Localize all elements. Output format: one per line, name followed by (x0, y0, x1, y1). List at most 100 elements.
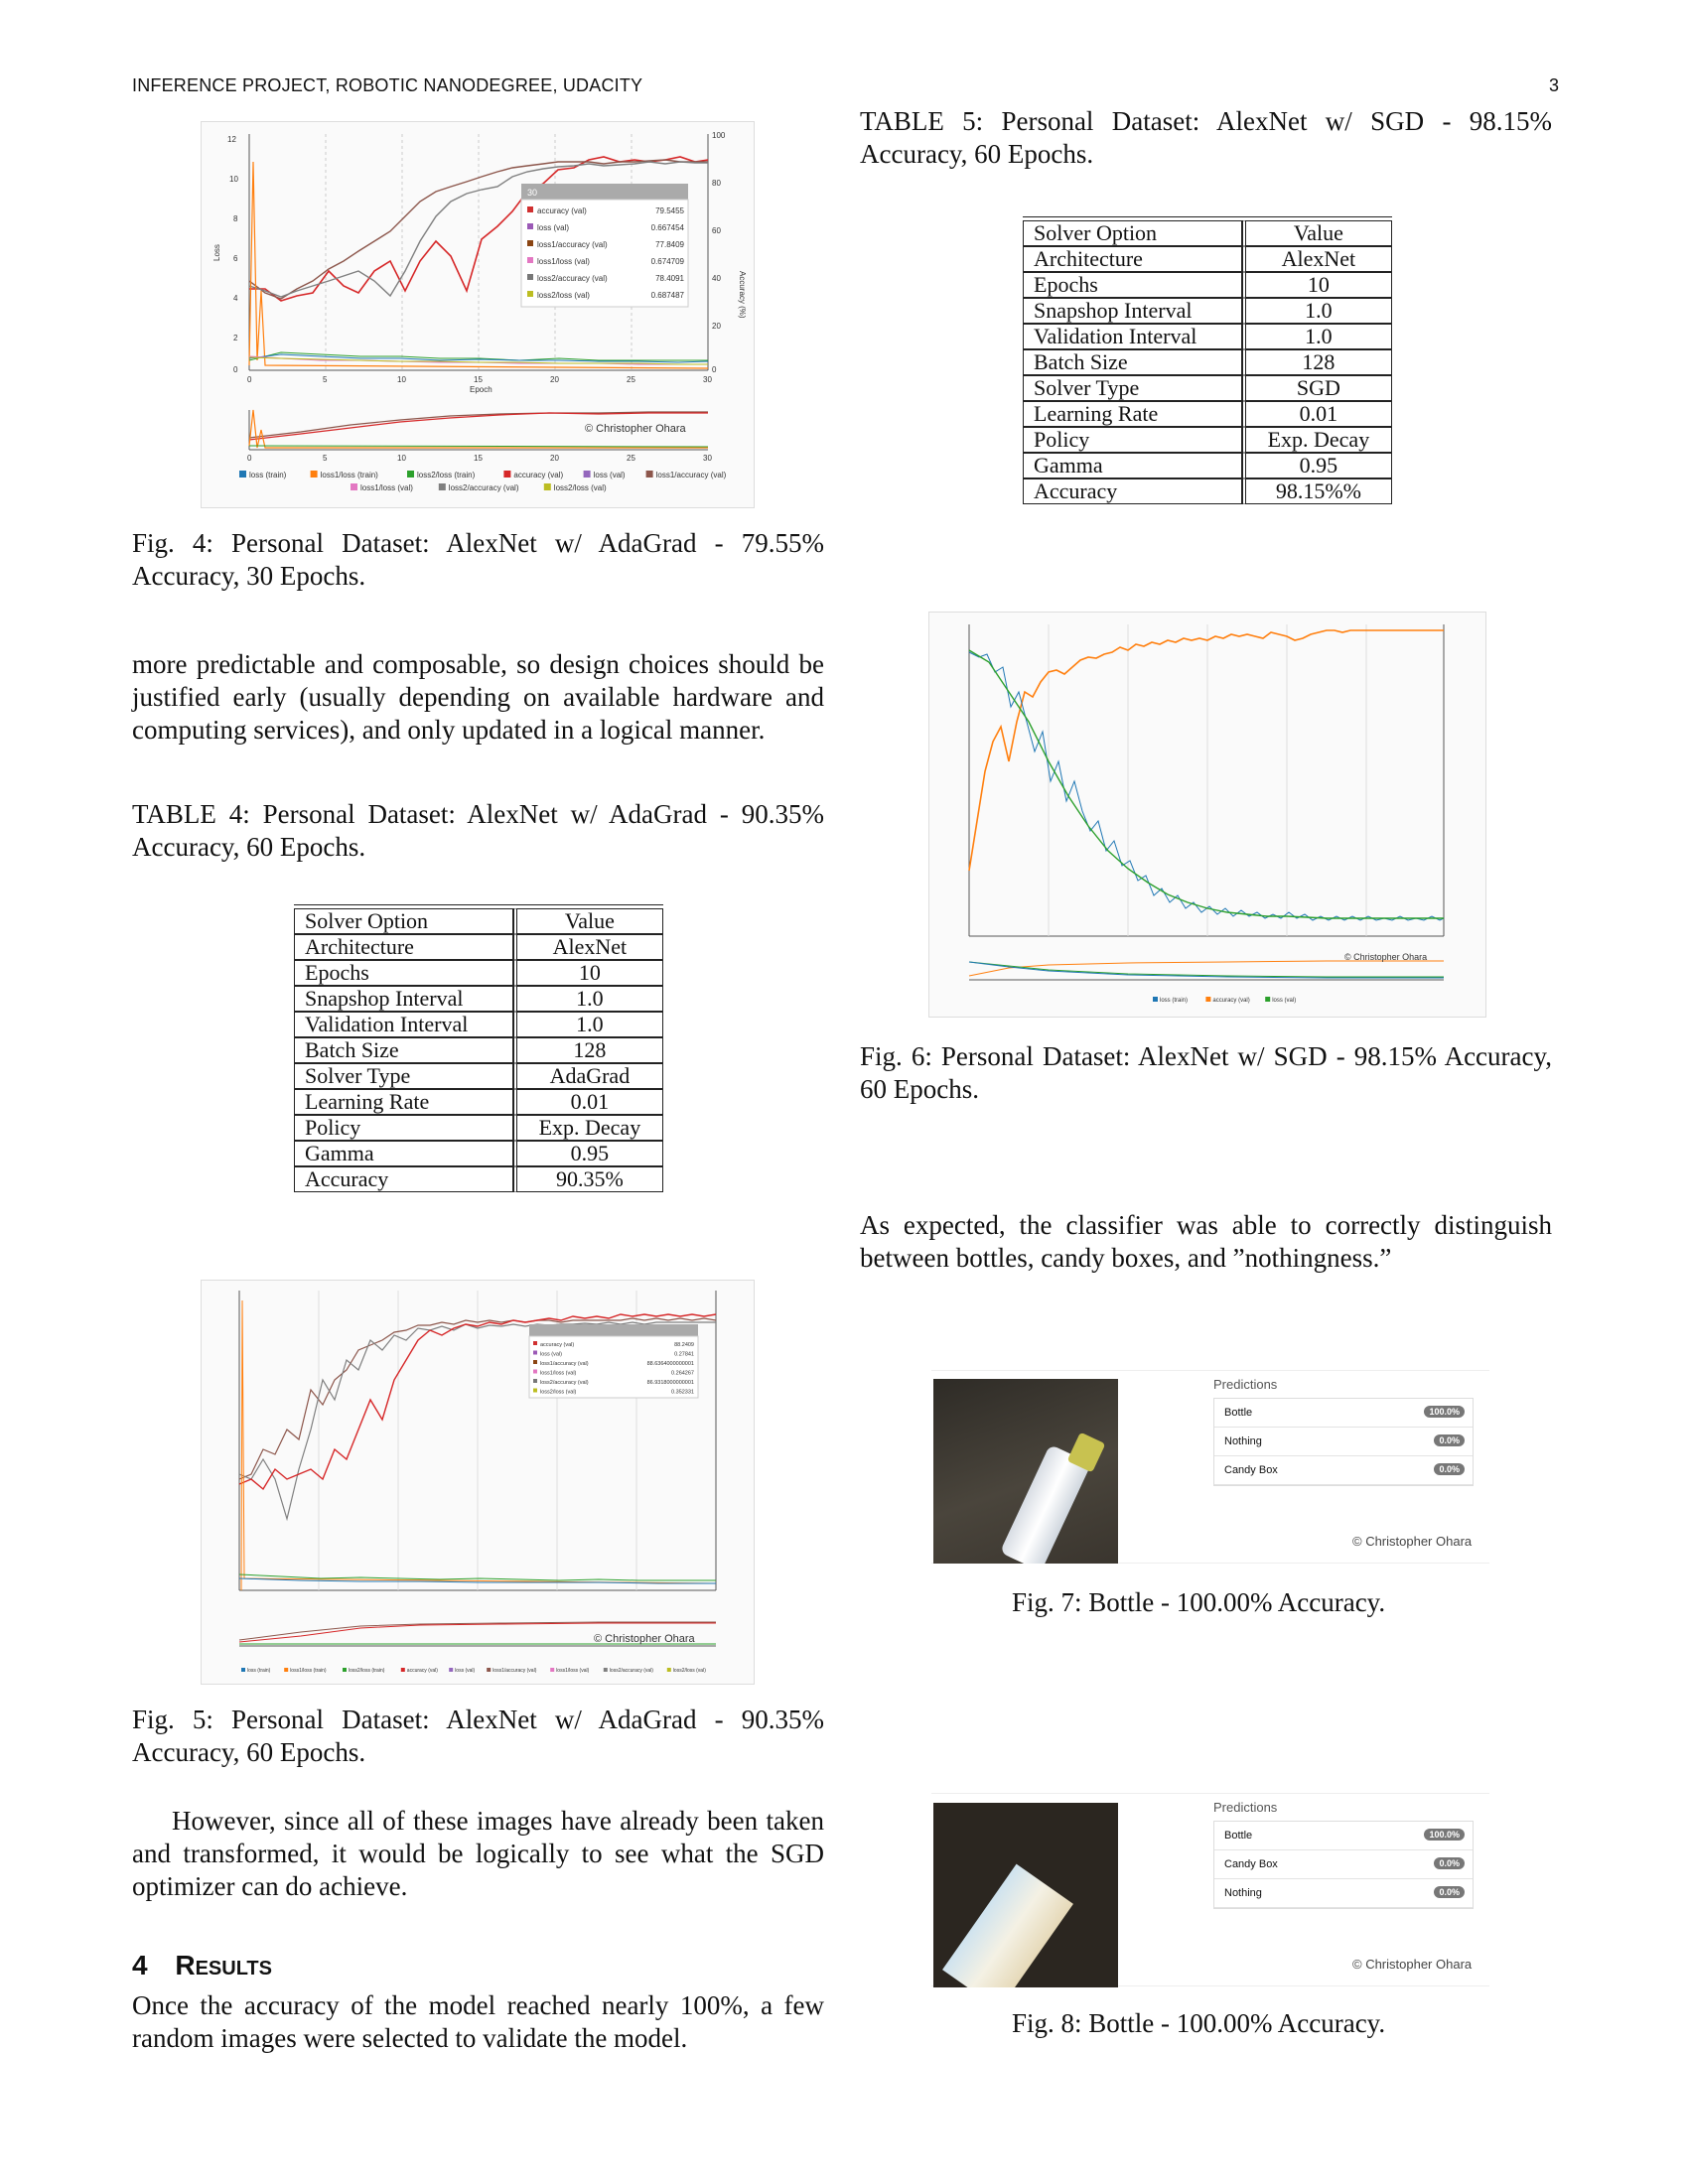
tooltip-value: 77.8409 (655, 240, 684, 249)
legend-label: loss (val) (455, 1668, 475, 1674)
legend-swatch (1265, 997, 1271, 1002)
paragraph-1: more predictable and composable, so desi… (132, 649, 824, 745)
fig6-chart: © Christopher Ohara loss (train) accuracy… (928, 612, 1486, 1018)
table-cell-value: SGD (1241, 375, 1392, 401)
legend-label: loss (train) (1160, 998, 1188, 1004)
legend-label: loss (val) (594, 471, 626, 479)
section-title: Results (175, 1950, 272, 1980)
fig8-image: Predictions Bottle 100.0% Candy Box 0.0% Not… (931, 1793, 1489, 1987)
legend-swatch (284, 1668, 289, 1672)
table-row: Policy Exp. Decay (1023, 427, 1392, 453)
svg-text:2: 2 (233, 334, 238, 342)
table5-header-option: Solver Option (1023, 220, 1242, 246)
svg-text:20: 20 (550, 375, 559, 384)
legend-swatch (533, 1379, 537, 1383)
tooltip-label: loss1/accuracy (val) (537, 240, 608, 249)
table-cell-value: AdaGrad (512, 1063, 663, 1089)
table-cell-option: Accuracy (294, 1166, 513, 1192)
prediction-row: Nothing 0.0% (1214, 1879, 1473, 1908)
table-row: Accuracy 98.15%% (1023, 478, 1392, 504)
tooltip-value: 0.667454 (651, 223, 685, 232)
table-cell-option: Batch Size (294, 1037, 513, 1063)
legend-swatch (543, 483, 551, 490)
table-cell-value: 0.01 (1241, 401, 1392, 427)
svg-text:Accuracy (%): Accuracy (%) (738, 271, 747, 319)
table-cell-value: 128 (512, 1037, 663, 1063)
legend-label: loss1/loss (train) (321, 471, 379, 479)
prediction-row: Bottle 100.0% (1214, 1822, 1473, 1850)
legend-label: loss (train) (249, 471, 287, 479)
tooltip-label: loss2/accuracy (val) (537, 274, 608, 283)
table-row: Batch Size 128 (1023, 349, 1392, 375)
table-cell-option: Snapshop Interval (294, 986, 513, 1012)
legend-swatch (407, 471, 414, 478)
tooltip-value: 86.9318000000001 (647, 1380, 694, 1386)
table-cell-option: Solver Type (294, 1063, 513, 1089)
bottle-photo (933, 1379, 1118, 1564)
legend-swatch (666, 1668, 671, 1672)
fig5-chart: accuracy (val) 88.2409 loss (val) 0.27841 lo… (201, 1280, 755, 1685)
table-cell-value: 0.01 (512, 1089, 663, 1115)
fig5-chart-svg: accuracy (val) 88.2409 loss (val) 0.27841 lo… (238, 1291, 717, 1674)
table-row: Validation Interval 1.0 (1023, 324, 1392, 349)
svg-text:30: 30 (703, 454, 712, 463)
paragraph-2: However, since all of these images have … (132, 1806, 824, 1901)
fig4-caption: Fig. 4: Personal Dataset: AlexNet w/ Ada… (132, 528, 824, 591)
tooltip-value: 78.4091 (655, 274, 684, 283)
legend-swatch (438, 483, 446, 490)
prediction-row: Nothing 0.0% (1214, 1428, 1473, 1456)
legend-label: accuracy (val) (1212, 998, 1249, 1004)
table5-header-row: Solver Option Value (1023, 220, 1392, 246)
paragraph-4: As expected, the classifier was able to … (860, 1210, 1552, 1273)
table-cell-value: AlexNet (512, 934, 663, 960)
fig8-predictions-panel: Bottle 100.0% Candy Box 0.0% Nothing 0.0% (1213, 1821, 1474, 1909)
prediction-badge: 100.0% (1424, 1829, 1465, 1841)
legend-label: loss2/loss (val) (554, 483, 607, 492)
box-shape (942, 1863, 1073, 1987)
fig5-caption: Fig. 5: Personal Dataset: AlexNet w/ Ada… (132, 1705, 824, 1767)
table-row: Batch Size 128 (294, 1037, 663, 1063)
tooltip-value: 88.2409 (674, 1342, 694, 1348)
table-cell-option: Epochs (294, 960, 513, 986)
table-cell-option: Policy (1023, 427, 1242, 453)
table-row: Validation Interval 1.0 (294, 1012, 663, 1037)
tooltip-label: loss1/accuracy (val) (540, 1361, 589, 1367)
tooltip-value: 88.6364000000001 (647, 1361, 694, 1367)
legend-swatch (527, 274, 533, 280)
legend-swatch (533, 1388, 537, 1393)
legend-swatch (239, 471, 246, 478)
table5-caption: TABLE 5: Personal Dataset: AlexNet w/ SG… (860, 106, 1552, 169)
tooltip-value: 0.674709 (651, 257, 685, 266)
svg-text:4: 4 (233, 294, 238, 303)
legend-swatch (400, 1668, 405, 1672)
svg-text:8: 8 (233, 214, 238, 223)
tooltip-label: loss (val) (540, 1352, 562, 1358)
fig7-predictions-panel: Bottle 100.0% Nothing 0.0% Candy Box 0.0% (1213, 1398, 1474, 1486)
legend-label: loss2/loss (train) (349, 1668, 385, 1674)
legend-label: loss1/accuracy (val) (656, 471, 727, 479)
legend-swatch (533, 1360, 537, 1364)
table-cell-value: 1.0 (1241, 298, 1392, 324)
table-cell-option: Accuracy (1023, 478, 1242, 504)
prediction-label: Nothing (1224, 1435, 1262, 1447)
table-cell-value: Exp. Decay (512, 1115, 663, 1141)
svg-text:20: 20 (550, 454, 559, 463)
legend-swatch (533, 1341, 537, 1345)
table4-caption: TABLE 4: Personal Dataset: AlexNet w/ Ad… (132, 799, 824, 862)
table5-top-rule (1023, 216, 1392, 217)
table-cell-value: 10 (512, 960, 663, 986)
table-cell-value: 90.35% (512, 1166, 663, 1192)
table-row: Accuracy 90.35% (294, 1166, 663, 1192)
section-number: 4 (132, 1950, 148, 1980)
svg-text:5: 5 (323, 454, 328, 463)
fig7-image: Predictions Bottle 100.0% Nothing 0.0% Candy… (931, 1370, 1489, 1564)
table-cell-value: 0.95 (512, 1141, 663, 1166)
tooltip-label: loss2/accuracy (val) (540, 1380, 589, 1386)
prediction-row: Candy Box 0.0% (1214, 1456, 1473, 1485)
svg-text:10: 10 (229, 175, 238, 184)
fig4-tooltip: 30 (520, 184, 689, 308)
legend-label: loss2/loss (train) (417, 471, 476, 479)
table-row: Solver Type AdaGrad (294, 1063, 663, 1089)
tooltip-value: 0.264267 (671, 1371, 694, 1377)
svg-text:© Christopher Ohara: © Christopher Ohara (594, 1633, 696, 1645)
